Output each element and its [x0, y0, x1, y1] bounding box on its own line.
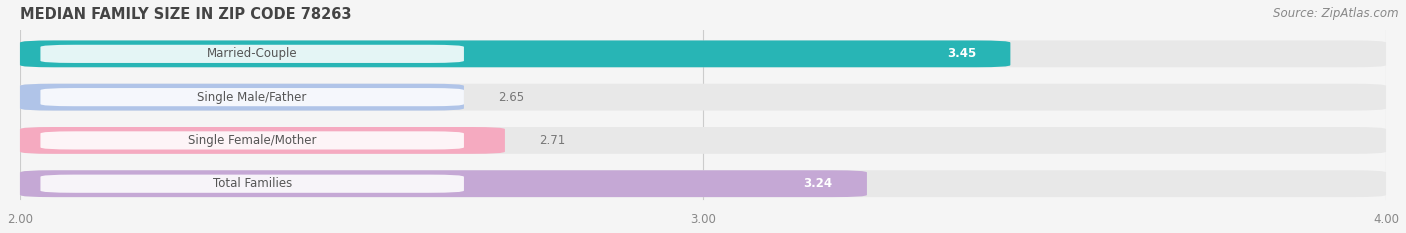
Text: Total Families: Total Families	[212, 177, 292, 190]
Text: 3.24: 3.24	[804, 177, 832, 190]
Text: MEDIAN FAMILY SIZE IN ZIP CODE 78263: MEDIAN FAMILY SIZE IN ZIP CODE 78263	[20, 7, 352, 22]
FancyBboxPatch shape	[20, 127, 1386, 154]
Text: 3.45: 3.45	[948, 47, 976, 60]
FancyBboxPatch shape	[41, 88, 464, 106]
Text: 2.71: 2.71	[538, 134, 565, 147]
FancyBboxPatch shape	[20, 170, 868, 197]
Text: 2.65: 2.65	[498, 91, 524, 104]
FancyBboxPatch shape	[20, 84, 464, 110]
Text: Source: ZipAtlas.com: Source: ZipAtlas.com	[1274, 7, 1399, 20]
Text: Married-Couple: Married-Couple	[207, 47, 298, 60]
FancyBboxPatch shape	[20, 41, 1011, 67]
FancyBboxPatch shape	[20, 84, 1386, 110]
FancyBboxPatch shape	[20, 170, 1386, 197]
FancyBboxPatch shape	[20, 127, 505, 154]
Text: Single Female/Mother: Single Female/Mother	[188, 134, 316, 147]
FancyBboxPatch shape	[41, 131, 464, 150]
FancyBboxPatch shape	[20, 41, 1386, 67]
Text: Single Male/Father: Single Male/Father	[197, 91, 307, 104]
FancyBboxPatch shape	[41, 45, 464, 63]
FancyBboxPatch shape	[41, 175, 464, 193]
